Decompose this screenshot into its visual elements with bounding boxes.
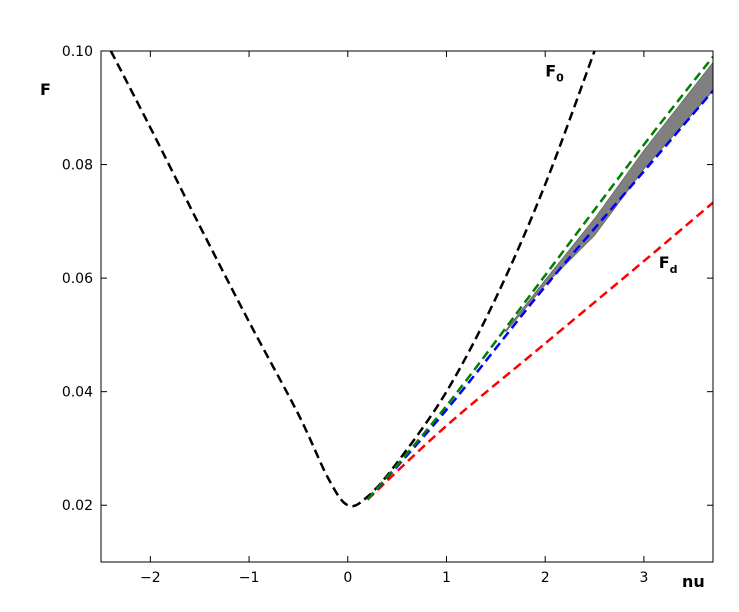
x-tick-label: 1 [442,570,451,586]
x-tick-label: −1 [239,570,260,586]
y-tick-label: 0.04 [62,385,93,401]
x-tick-label: 2 [541,570,550,586]
y-tick-label: 0.02 [62,498,93,514]
series-red-dashed [366,201,713,501]
annotation-label: Fd [659,253,678,276]
series-layer [109,51,713,508]
y-tick-label: 0.10 [62,44,93,60]
uncertainty-band [505,61,713,333]
annotation-label: F0 [545,62,564,85]
x-tick-label: −2 [140,570,161,586]
y-axis-label: F [40,80,51,99]
band-layer [505,61,713,333]
series-blue-dashed [366,89,713,501]
y-tick-label: 0.08 [62,158,93,174]
x-tick-label: 3 [639,570,648,586]
x-tick-label: 0 [343,570,352,586]
y-tick-label: 0.06 [62,271,93,287]
series-black-dashed [109,51,596,508]
series-green-dashed [366,55,713,501]
annotation-layer: F0 Fd [545,62,677,276]
tick-layer: −2 −1 0 1 2 3 0.02 0.04 0.06 0.08 0.10 [62,44,713,586]
plot-frame [100,50,714,563]
x-axis-label: nu [682,572,705,591]
